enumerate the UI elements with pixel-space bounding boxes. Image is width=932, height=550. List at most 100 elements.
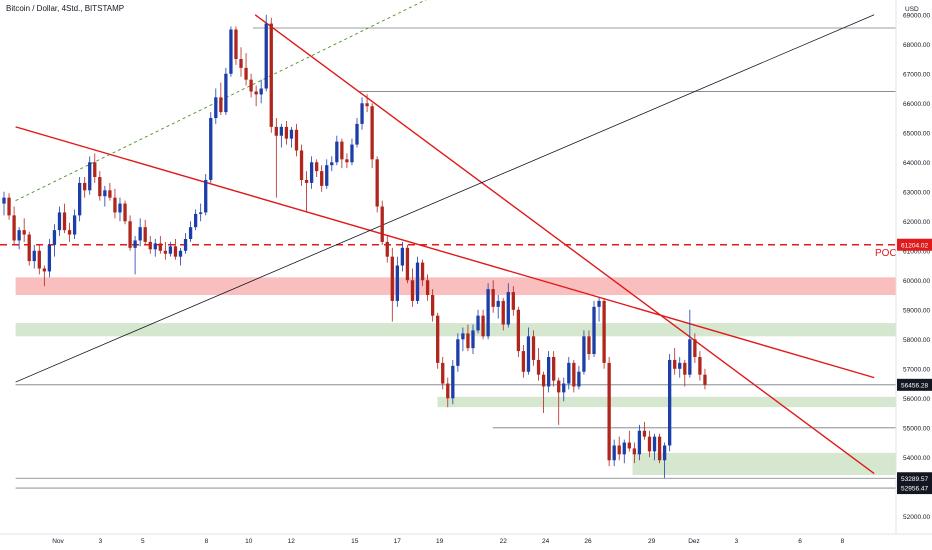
price-tick-label: 60000.00: [903, 278, 930, 285]
candle: [582, 330, 586, 375]
candle-body: [77, 182, 82, 216]
candle-body: [12, 215, 16, 241]
candle-body: [632, 448, 637, 455]
candle-body: [627, 442, 631, 449]
candle-body: [430, 295, 435, 316]
candle-body: [380, 206, 384, 242]
candle-body: [239, 59, 243, 68]
zone: [632, 452, 896, 475]
time-axis[interactable]: Nov 3 5 8 10 12 15 17 19 22 24 26 29 Dez 3 6 8: [0, 533, 932, 545]
price-tick-label: 57000.00: [903, 366, 930, 373]
candle-body: [360, 103, 364, 124]
candle: [703, 368, 707, 390]
candle: [617, 436, 621, 461]
candle: [476, 309, 480, 334]
candle: [7, 193, 11, 220]
candle-body: [93, 162, 97, 178]
candle-body: [415, 262, 420, 301]
candle-body: [234, 29, 238, 60]
candle: [83, 177, 87, 198]
candle: [577, 365, 581, 390]
trendline: [15, 126, 875, 379]
candle: [350, 138, 354, 166]
candle-body: [158, 243, 162, 251]
trendline: [15, 14, 875, 383]
candle: [698, 351, 702, 381]
candle: [405, 244, 410, 284]
candle: [214, 88, 218, 124]
currency-label: USD: [905, 6, 919, 13]
candle: [541, 371, 546, 414]
time-tick-label: 29: [648, 538, 656, 545]
candle-body: [168, 246, 173, 254]
candles-layer[interactable]: [2, 14, 707, 478]
price-tick-label: 69000.00: [903, 12, 930, 19]
candle-body: [188, 227, 193, 239]
candle-body: [294, 129, 299, 151]
candle: [234, 26, 238, 65]
candle: [67, 222, 72, 242]
poc-label: POC: [875, 248, 897, 259]
candle-body: [264, 23, 268, 89]
candle-body: [304, 179, 309, 183]
candle: [2, 191, 6, 216]
candle-body: [662, 445, 667, 461]
candle: [546, 351, 551, 393]
candle: [451, 359, 455, 405]
candle-body: [365, 103, 369, 107]
candle: [52, 224, 57, 257]
price-label-box: [897, 482, 932, 495]
candle-body: [642, 430, 647, 437]
time-tick-label: 26: [584, 538, 592, 545]
candle: [567, 356, 571, 390]
candle: [239, 47, 243, 77]
candle-body: [193, 213, 198, 228]
candle: [632, 442, 637, 464]
candle-body: [148, 241, 152, 250]
time-tick-label: 3: [735, 538, 739, 545]
candle: [602, 297, 606, 369]
candle: [562, 377, 566, 402]
candle-body: [557, 380, 561, 393]
candle: [521, 345, 526, 378]
time-tick-label: 6: [798, 538, 802, 545]
candle: [138, 218, 142, 247]
candle: [693, 333, 697, 363]
candle: [678, 356, 682, 378]
candle: [254, 85, 258, 107]
candle-body: [652, 436, 657, 452]
candle-body: [163, 250, 168, 254]
time-tick-label: 15: [351, 538, 359, 545]
candle-body: [441, 362, 445, 384]
candle-body: [657, 436, 662, 461]
time-tick-label: 10: [245, 538, 253, 545]
candle: [491, 280, 495, 313]
candle-body: [289, 129, 294, 139]
candle-body: [531, 336, 536, 360]
time-tick-label: Dez: [688, 538, 700, 545]
price-tick-label: 67000.00: [903, 71, 930, 78]
time-tick-label: 3: [99, 538, 103, 545]
candle: [193, 209, 198, 231]
candle: [173, 238, 178, 260]
candle-body: [425, 280, 430, 296]
candle-body: [138, 227, 142, 241]
candle-body: [683, 362, 687, 375]
candle: [274, 118, 278, 198]
candle: [395, 256, 399, 307]
candle-body: [436, 315, 440, 363]
time-tick-label: 24: [542, 538, 550, 545]
zones-layer: [15, 277, 897, 475]
price-tick-label: 62000.00: [903, 219, 930, 226]
candle-body: [113, 197, 117, 213]
price-label-text: 56456.28: [901, 382, 928, 389]
candle-body: [209, 118, 213, 180]
candle: [471, 324, 475, 355]
candle: [441, 356, 445, 390]
candle-body: [405, 247, 410, 281]
candle: [123, 200, 127, 225]
candle: [42, 265, 46, 287]
candle-body: [622, 442, 626, 455]
price-axis[interactable]: USD 52000.0053000.0054000.0055000.005600…: [895, 0, 932, 534]
